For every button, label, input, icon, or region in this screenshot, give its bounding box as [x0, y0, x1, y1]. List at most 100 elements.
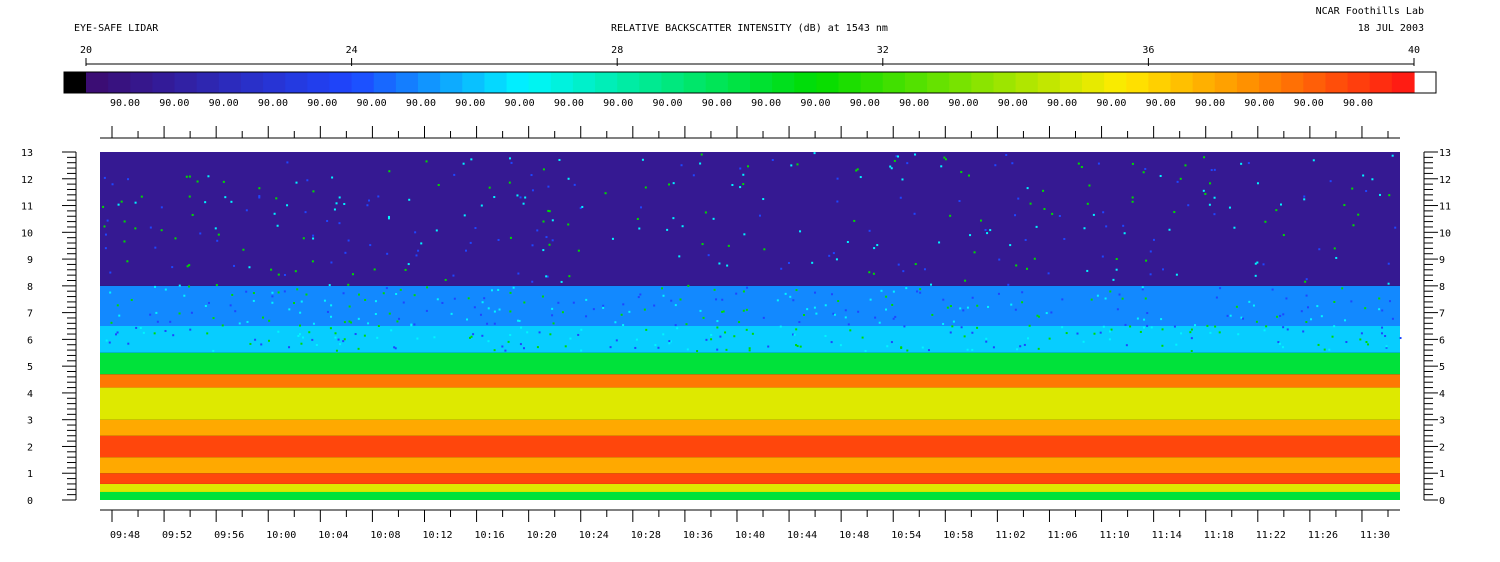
colorbar-tick-label: 24	[346, 45, 358, 56]
elevation-label: 90.00	[1343, 98, 1373, 109]
elevation-label: 90.00	[406, 98, 436, 109]
colorbar-bin	[617, 72, 640, 93]
time-tick-label: 10:08	[370, 530, 400, 541]
time-tick-label: 10:28	[631, 530, 661, 541]
colorbar-bin	[1015, 72, 1039, 93]
colorbar-bin	[860, 72, 884, 93]
time-tick-label: 11:14	[1152, 530, 1182, 541]
colorbar-bin	[927, 72, 950, 93]
colorbar-bin	[152, 72, 176, 93]
colorbar-bin	[440, 72, 463, 93]
colorbar-bin	[174, 72, 198, 93]
colorbar-bin	[1126, 72, 1149, 93]
colorbar-bin	[395, 72, 419, 93]
colorbar-tick-label: 32	[877, 45, 889, 56]
time-tick-label: 10:54	[891, 530, 921, 541]
time-tick-label: 10:58	[943, 530, 973, 541]
colorbar-bin	[971, 72, 995, 93]
date-label: 18 JUL 2003	[1357, 23, 1424, 34]
time-tick-label: 10:36	[683, 530, 713, 541]
elevation-label: 90.00	[209, 98, 239, 109]
colorbar-bin	[218, 72, 242, 93]
elevation-label: 90.00	[800, 98, 830, 109]
elevation-label: 90.00	[1096, 98, 1126, 109]
colorbar-bin	[661, 72, 685, 93]
noise-speckle	[102, 152, 1402, 353]
elevation-label: 90.00	[1294, 98, 1324, 109]
time-tick-label: 11:26	[1308, 530, 1338, 541]
right-altitude-label: 10	[1439, 228, 1451, 239]
right-altitude-label: 0	[1439, 496, 1445, 507]
colorbar-tick-label: 28	[611, 45, 623, 56]
colorbar-bin	[816, 72, 840, 93]
colorbar-bin	[196, 72, 220, 93]
colorbar-bin	[86, 72, 109, 93]
colorbar-bin	[550, 72, 574, 93]
right-altitude-label: 9	[1439, 255, 1445, 266]
colorbar-frame	[63, 71, 1437, 94]
time-tick-label: 09:56	[214, 530, 244, 541]
time-tick-label: 10:12	[422, 530, 452, 541]
left-altitude-label: 8	[27, 282, 33, 293]
time-tick-label: 10:16	[475, 530, 505, 541]
time-tick-label: 10:48	[839, 530, 869, 541]
elevation-label: 90.00	[850, 98, 880, 109]
time-tick-label: 10:00	[266, 530, 296, 541]
colorbar-bin	[705, 72, 729, 93]
time-tick-label: 10:04	[318, 530, 348, 541]
colorbar-bin	[1192, 72, 1216, 93]
elevation-label: 90.00	[948, 98, 978, 109]
colorbar-bin	[1281, 72, 1304, 93]
left-altitude-label: 1	[27, 469, 33, 480]
backscatter-layer	[100, 352, 1400, 375]
colorbar-bin	[1037, 72, 1061, 93]
right-altitude-label: 2	[1439, 442, 1445, 453]
colorbar-bin	[1104, 72, 1127, 93]
time-tick-label: 11:22	[1256, 530, 1286, 541]
left-altitude-label: 10	[21, 228, 33, 239]
colorbar-bin	[838, 72, 862, 93]
elevation-label: 90.00	[505, 98, 535, 109]
backscatter-layer	[100, 457, 1400, 474]
elevation-label: 90.00	[751, 98, 781, 109]
backscatter-layer	[100, 285, 1400, 326]
left-altitude-label: 11	[21, 202, 33, 213]
colorbar-tick-label: 40	[1408, 45, 1420, 56]
elevation-label: 90.00	[1146, 98, 1176, 109]
colorbar-bin	[1170, 72, 1194, 93]
colorbar-bin	[1082, 72, 1105, 93]
elevation-label: 90.00	[1244, 98, 1274, 109]
colorbar-bin	[285, 72, 308, 93]
chart-title: RELATIVE BACKSCATTER INTENSITY (dB) at 1…	[611, 23, 888, 34]
colorbar-tick-label: 20	[80, 45, 92, 56]
colorbar-bin	[263, 72, 286, 93]
colorbar-bin	[1214, 72, 1238, 93]
colorbar-bin	[1325, 72, 1349, 93]
colorbar-bin	[528, 72, 552, 93]
colorbar-bin	[1259, 72, 1282, 93]
right-altitude-label: 6	[1439, 335, 1445, 346]
colorbar-bin	[949, 72, 972, 93]
colorbar-bin	[993, 72, 1017, 93]
colorbar-bin	[1148, 72, 1172, 93]
time-tick-label: 11:06	[1047, 530, 1077, 541]
backscatter-layer	[100, 483, 1400, 492]
colorbar-bin	[1369, 72, 1393, 93]
colorbar-bin	[130, 72, 153, 93]
colorbar-bin	[750, 72, 773, 93]
backscatter-layer	[100, 473, 1400, 484]
left-altitude-label: 4	[27, 389, 33, 400]
backscatter-layer	[100, 491, 1400, 500]
elevation-label: 90.00	[258, 98, 288, 109]
backscatter-layer	[100, 374, 1400, 388]
time-tick-label: 11:18	[1204, 530, 1234, 541]
left-altitude-label: 2	[27, 442, 33, 453]
right-altitude-label: 13	[1439, 148, 1451, 159]
elevation-label: 90.00	[554, 98, 584, 109]
right-altitude-label: 3	[1439, 416, 1445, 427]
right-altitude-label: 4	[1439, 389, 1445, 400]
backscatter-layer	[100, 419, 1400, 436]
colorbar-bin	[1391, 72, 1415, 93]
left-altitude-label: 9	[27, 255, 33, 266]
